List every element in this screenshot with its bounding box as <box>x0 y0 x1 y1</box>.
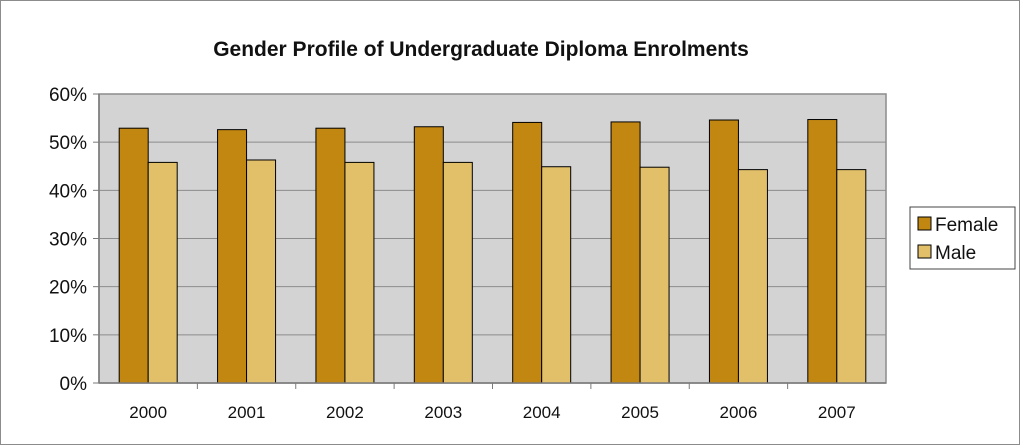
legend-label-male: Male <box>935 243 976 264</box>
bar-male-2003 <box>442 161 473 384</box>
bar-female-2001 <box>217 129 248 384</box>
y-tick-label: 0% <box>60 374 88 395</box>
bar-male-2005 <box>639 166 670 384</box>
bar-female-2003 <box>413 126 444 384</box>
bar-female-2007 <box>807 119 838 384</box>
x-tick-label: 2007 <box>818 403 856 422</box>
x-tick-label: 2004 <box>523 403 561 422</box>
y-tick-label: 40% <box>49 181 87 202</box>
bar-female-2002 <box>315 127 346 384</box>
legend-label-female: Female <box>935 215 998 236</box>
y-tick-label: 10% <box>49 326 87 347</box>
x-tick-label: 2001 <box>228 403 266 422</box>
y-tick-label: 30% <box>49 230 87 251</box>
bar-male-2006 <box>737 169 768 384</box>
x-tick-label: 2003 <box>424 403 462 422</box>
legend-swatch-female <box>917 216 932 231</box>
y-tick-label: 20% <box>49 278 87 299</box>
legend-swatch-male <box>917 244 932 259</box>
bar-female-2006 <box>708 119 739 384</box>
x-axis-ticks: 2000 2001 2002 2003 2004 2005 2006 2007 <box>129 383 856 422</box>
bar-male-2002 <box>344 161 375 384</box>
x-tick-label: 2000 <box>129 403 167 422</box>
y-axis-ticks: 0% 10% 20% 30% 40% 50% 60% <box>49 85 99 395</box>
y-tick-label: 60% <box>49 85 87 106</box>
x-tick-label: 2002 <box>326 403 364 422</box>
bars <box>118 119 867 384</box>
legend: Female Male <box>909 206 1016 270</box>
chart-title: Gender Profile of Undergraduate Diploma … <box>213 38 749 61</box>
x-tick-label: 2005 <box>621 403 659 422</box>
bar-female-2004 <box>512 121 543 384</box>
bar-male-2000 <box>147 161 178 384</box>
bar-male-2001 <box>246 159 277 384</box>
bar-female-2005 <box>610 121 641 384</box>
x-tick-label: 2006 <box>720 403 758 422</box>
bar-female-2000 <box>118 127 149 384</box>
bar-male-2004 <box>541 166 572 384</box>
bar-male-2007 <box>836 169 867 384</box>
y-tick-label: 50% <box>49 133 87 154</box>
